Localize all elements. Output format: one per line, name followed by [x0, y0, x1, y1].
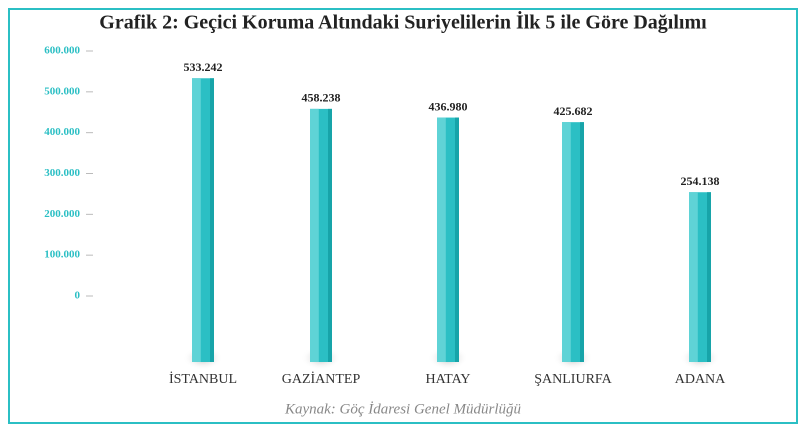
- bar-highlight: [689, 192, 698, 362]
- x-tick-label: ŞANLIURFA: [534, 372, 612, 387]
- x-tick-label: GAZİANTEP: [282, 371, 361, 387]
- value-label: 254.138: [681, 174, 720, 188]
- y-tick-label: 0: [75, 290, 81, 302]
- bar-highlight: [192, 78, 201, 362]
- bar-edge: [328, 108, 332, 363]
- y-tick-label: 300.000: [44, 167, 80, 179]
- bar-edge: [580, 122, 584, 363]
- bar-highlight: [562, 122, 571, 363]
- bar-edge: [455, 117, 459, 362]
- x-tick-label: HATAY: [425, 372, 470, 387]
- y-tick-label: 100.000: [44, 249, 80, 261]
- chart-title: Grafik 2: Geçici Koruma Altındaki Suriye…: [99, 10, 707, 34]
- y-tick-label: 200.000: [44, 208, 80, 220]
- bar-highlight: [310, 108, 319, 363]
- x-tick-label: İSTANBUL: [169, 371, 237, 387]
- source: Kaynak: Göç İdaresi Genel Müdürlüğü: [284, 401, 521, 417]
- x-tick-label: ADANA: [675, 372, 726, 387]
- bar-highlight: [437, 117, 446, 362]
- value-label: 436.980: [429, 99, 468, 113]
- value-label: 458.238: [302, 91, 341, 105]
- y-tick-label: 500.000: [44, 85, 80, 97]
- value-label: 425.682: [554, 104, 593, 118]
- frame: [8, 8, 798, 424]
- value-label: 533.242: [184, 60, 223, 74]
- y-tick-label: 600.000: [44, 45, 80, 57]
- y-tick-label: 400.000: [44, 126, 80, 138]
- bar-edge: [210, 78, 214, 362]
- bar-edge: [707, 192, 711, 362]
